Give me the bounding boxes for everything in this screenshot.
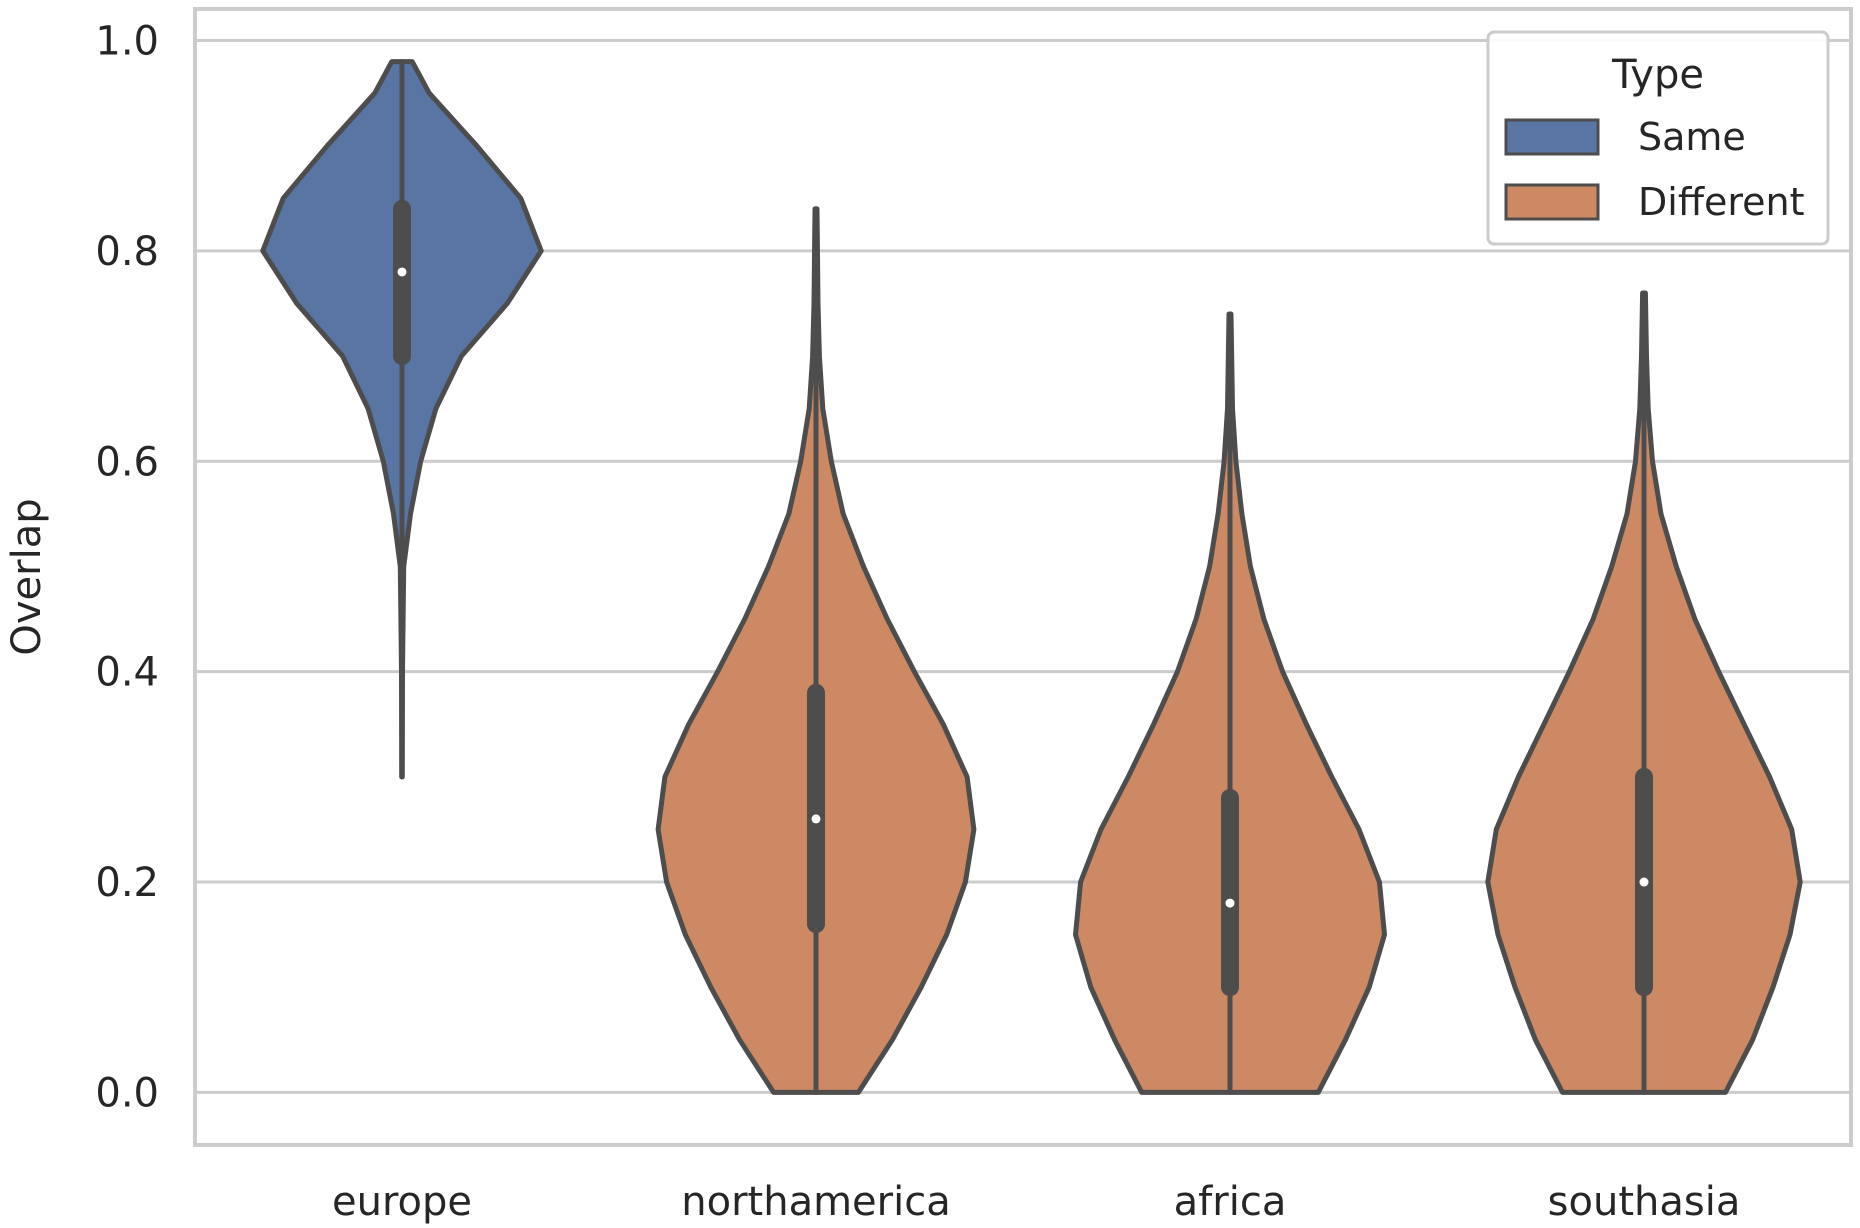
plot-frame — [193, 7, 1853, 1147]
x-tick-label: northamerica — [681, 1179, 950, 1225]
x-tick-label: southasia — [1548, 1179, 1741, 1225]
x-tick-label: europe — [332, 1179, 472, 1225]
median-point — [811, 814, 821, 824]
violin-africa — [1073, 311, 1387, 1095]
violin-southasia — [1485, 290, 1803, 1095]
violin-europe — [260, 59, 544, 780]
y-tick-label: 0.4 — [95, 650, 159, 696]
y-tick-label: 0.2 — [95, 860, 159, 906]
median-point — [1225, 898, 1235, 908]
y-axis-ticks: 0.0 0.2 0.4 0.6 0.8 1.0 — [95, 19, 159, 1117]
median-point — [1639, 877, 1649, 887]
y-tick-label: 0.8 — [95, 229, 159, 275]
x-axis-ticks: europe northamerica africa southasia — [332, 1179, 1740, 1225]
legend-label: Different — [1638, 180, 1805, 224]
legend-entries: Same Different — [1504, 115, 1805, 224]
x-tick-label: africa — [1174, 1179, 1287, 1225]
violins — [260, 59, 1803, 1095]
y-axis-label: Overlap — [4, 498, 50, 655]
median-point — [397, 267, 407, 277]
legend: Type Same Different — [1486, 30, 1830, 246]
legend-swatch — [1504, 183, 1600, 221]
legend-label: Same — [1638, 115, 1746, 159]
legend-swatch — [1504, 118, 1600, 156]
y-tick-label: 1.0 — [95, 19, 159, 65]
y-tick-label: 0.0 — [95, 1070, 159, 1116]
y-tick-label: 0.6 — [95, 439, 159, 485]
legend-title: Type — [1611, 52, 1704, 98]
violin-northamerica — [655, 206, 977, 1095]
